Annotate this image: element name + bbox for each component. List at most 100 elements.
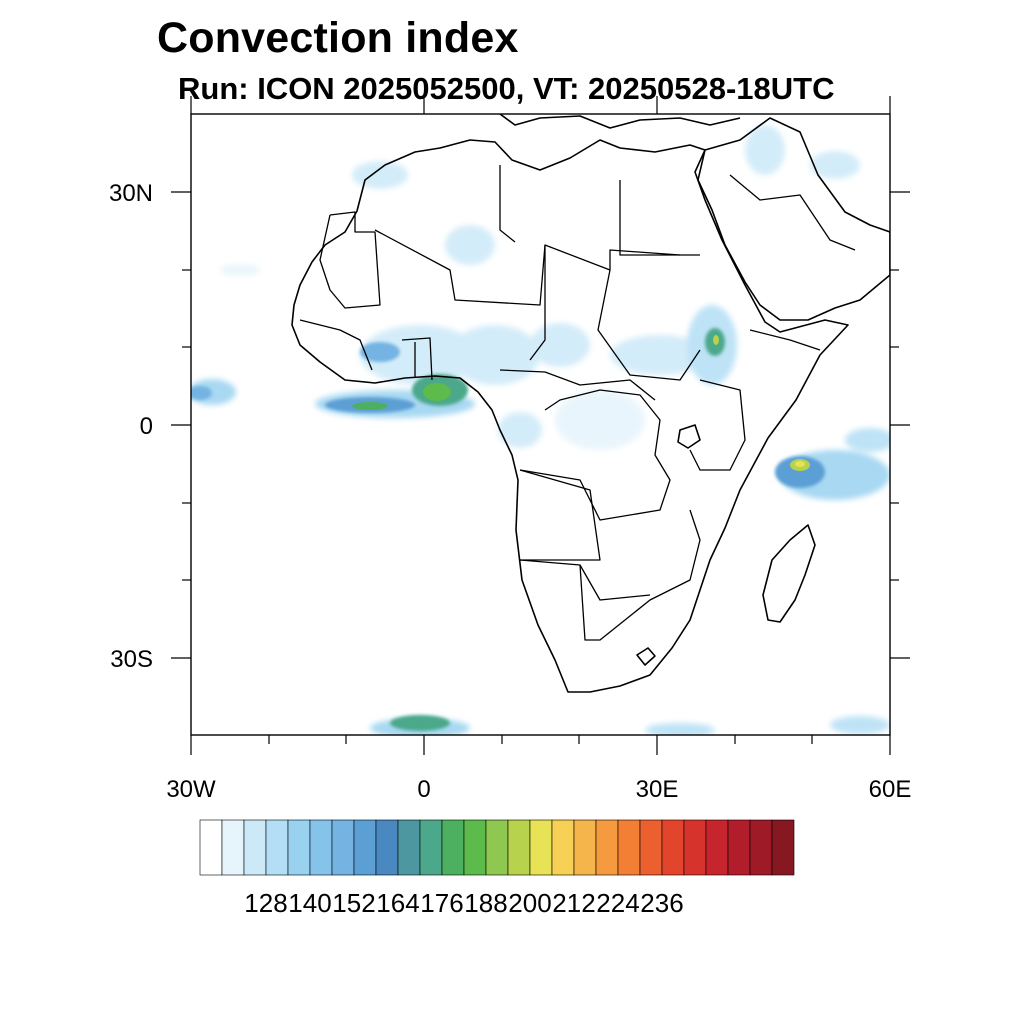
convection-patch-congo — [555, 390, 645, 450]
colorbar-swatch — [529, 819, 553, 876]
convection-patch-morocco — [352, 161, 408, 189]
border-southern — [579, 509, 701, 641]
colorbar-labels: 128 140 152 164 176 188 200 212 224 236 — [244, 888, 683, 918]
coastlines — [291, 114, 890, 693]
convection-core-mali — [360, 342, 400, 362]
border-algeria-libya — [499, 165, 516, 243]
convection-patch-sudan — [610, 335, 710, 375]
convection-peak-indian — [795, 461, 805, 467]
convection-patch-nigeria — [450, 325, 540, 385]
lesotho — [636, 647, 656, 666]
plot-area — [191, 114, 890, 735]
axis-ticks — [171, 96, 910, 755]
colorbar-label: 224 — [596, 888, 639, 918]
lon-label-0: 0 — [417, 776, 430, 803]
colorbar-swatch — [485, 819, 509, 876]
colorbar-swatch — [573, 819, 597, 876]
colorbar-swatch — [551, 819, 575, 876]
convection-field-light — [191, 125, 890, 735]
colorbar-label: 212 — [552, 888, 595, 918]
convection-patch-algeria — [445, 225, 495, 265]
convection-core-south-atlantic — [390, 715, 450, 731]
colorbar-label: 140 — [288, 888, 331, 918]
colorbar-label: 200 — [508, 888, 551, 918]
colorbar-swatch — [243, 819, 267, 876]
convection-patch-iran — [810, 151, 860, 179]
colorbar-label: 164 — [376, 888, 419, 918]
chart-subtitle: Run: ICON 2025052500, VT: 20250528-18UTC — [178, 71, 835, 106]
lon-label-60e: 60E — [869, 776, 912, 803]
colorbar-swatch — [397, 819, 421, 876]
convection-patch-indian-ocean-north — [845, 428, 890, 452]
colorbar-label: 152 — [332, 888, 375, 918]
arabia-coastline — [697, 117, 890, 321]
convection-strong-gulf — [352, 402, 388, 410]
convection-strong-ghana — [423, 383, 451, 401]
colorbar-swatch — [375, 819, 399, 876]
border-congo — [519, 389, 671, 521]
colorbar-swatch — [507, 819, 531, 876]
lon-label-30e: 30E — [636, 776, 679, 803]
colorbar-swatch — [331, 819, 355, 876]
border-namibia — [519, 559, 651, 601]
colorbar-swatch — [727, 819, 751, 876]
colorbar-label: 176 — [420, 888, 463, 918]
colorbar-swatch — [309, 819, 333, 876]
colorbar-label: 188 — [464, 888, 507, 918]
colorbar — [199, 819, 795, 876]
colorbar-swatch — [683, 819, 707, 876]
border-mali-niger — [374, 229, 681, 306]
mediterranean-north-coast — [499, 114, 741, 129]
convection-patch-levant — [745, 125, 785, 175]
colorbar-swatch — [265, 819, 289, 876]
border-ghana — [401, 337, 433, 381]
convection-field-moderate — [191, 328, 825, 731]
convection-patch-west-africa — [360, 325, 480, 385]
lat-label-30n: 30N — [109, 180, 153, 207]
madagascar-coastline — [762, 524, 816, 623]
colorbar-swatch — [221, 819, 245, 876]
convection-patch-southern-ocean-east — [830, 716, 890, 734]
colorbar-swatch — [749, 819, 773, 876]
border-central-africa — [499, 369, 656, 401]
colorbar-swatch — [661, 819, 685, 876]
border-egypt-sudan — [619, 180, 700, 256]
africa-coastline — [291, 139, 849, 693]
colorbar-swatch — [617, 819, 641, 876]
lat-label-30s: 30S — [110, 646, 153, 673]
convection-patch-gabon — [498, 412, 542, 448]
colorbar-swatch — [463, 819, 487, 876]
convection-core-indian-ocean — [775, 456, 825, 488]
border-east-africa — [689, 379, 746, 471]
border-arabia — [729, 174, 856, 251]
convection-patch-canaries — [220, 264, 260, 276]
convection-patch-chad — [530, 323, 590, 367]
lat-label-0: 0 — [140, 413, 153, 440]
colorbar-swatch — [639, 819, 663, 876]
border-angola — [519, 469, 601, 561]
colorbar-swatch — [353, 819, 377, 876]
convection-strong-ethiopia — [713, 335, 719, 345]
colorbar-swatch — [287, 819, 311, 876]
convection-core-atlantic — [191, 386, 212, 400]
border-west-coast — [299, 319, 373, 371]
convection-patch-southern-ocean — [645, 723, 715, 735]
colorbar-swatch — [705, 819, 729, 876]
colorbar-swatch — [441, 819, 465, 876]
lon-label-30w: 30W — [166, 776, 216, 803]
lake-victoria — [677, 424, 701, 449]
colorbar-label: 236 — [640, 888, 683, 918]
chart-title: Convection index — [157, 14, 519, 62]
border-sahel — [319, 211, 381, 309]
convection-field-strong — [352, 335, 810, 471]
colorbar-swatch — [419, 819, 443, 876]
border-sudan — [597, 269, 701, 381]
country-borders — [299, 165, 856, 641]
border-horn — [749, 329, 821, 351]
colorbar-swatch — [771, 819, 795, 876]
colorbar-swatch — [595, 819, 619, 876]
colorbar-label: 128 — [244, 888, 287, 918]
border-chad — [529, 245, 546, 361]
colorbar-swatch — [199, 819, 223, 876]
